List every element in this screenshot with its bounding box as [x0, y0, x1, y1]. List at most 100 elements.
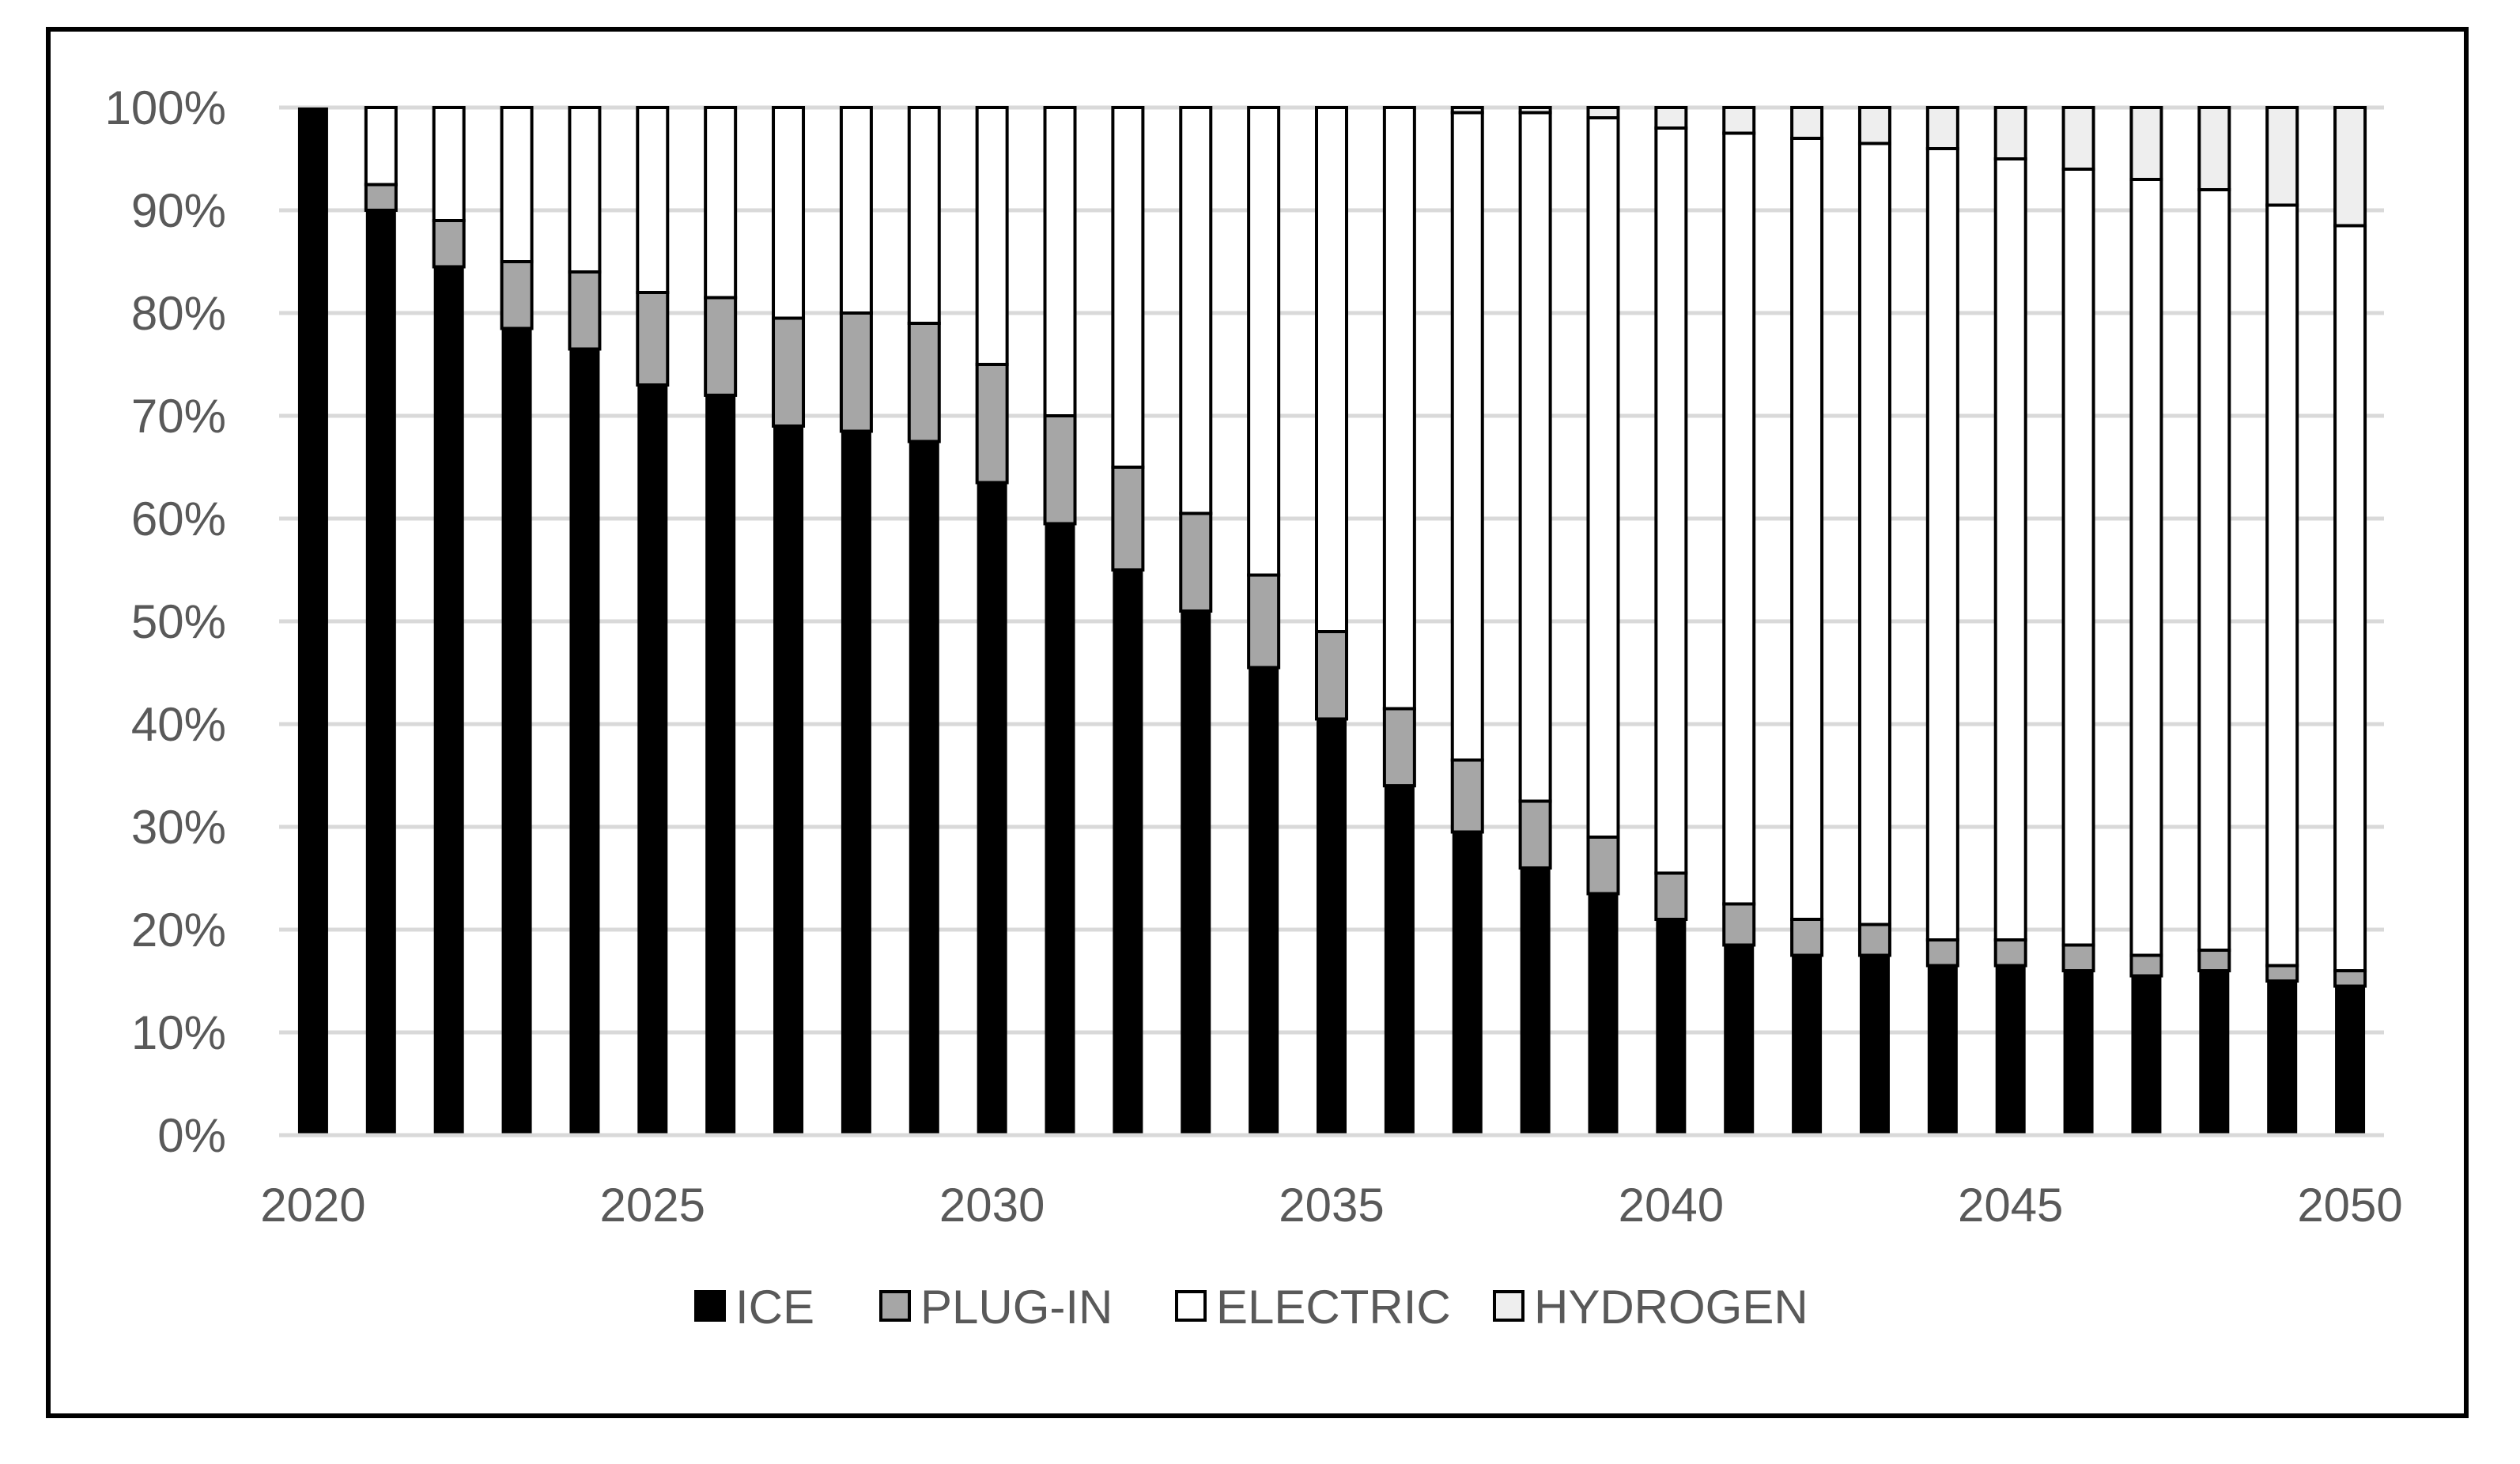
- bar-segment-ice: [1859, 955, 1890, 1135]
- bar-segment-ice: [1317, 719, 1347, 1135]
- legend-label: PLUG-IN: [920, 1281, 1113, 1334]
- bar-segment-ice: [705, 395, 736, 1135]
- bar-segment-ice: [2267, 981, 2298, 1135]
- stacked-bar: [2265, 106, 2299, 1135]
- y-tick-label: 70%: [131, 390, 226, 443]
- bar-segment-ice: [569, 349, 600, 1135]
- x-axis: 2020 2025 2030 2035 2040 2045 2050: [260, 1133, 2403, 1232]
- stacked-bar: [364, 106, 398, 1135]
- bar-segment-ice: [1995, 965, 2026, 1135]
- legend-swatch: [1175, 1290, 1207, 1322]
- bar-segment-electric: [500, 106, 534, 263]
- bar-segment-electric: [1654, 126, 1688, 875]
- bar-segment-electric: [2061, 168, 2095, 947]
- chart-svg: 0%10%20%30%40%50%60%70%80%90%100% 2020 20…: [105, 81, 2403, 1334]
- bar-segment-electric: [568, 106, 602, 274]
- bar-segment-plug-in: [364, 183, 398, 212]
- stacked-bar: [568, 106, 602, 1135]
- bar-segment-hydrogen: [1450, 106, 1484, 115]
- bar-segment-plug-in: [1790, 918, 1824, 957]
- bar-segment-plug-in: [975, 363, 1009, 485]
- bar-segment-hydrogen: [1925, 106, 1959, 150]
- bar-segment-electric: [432, 106, 466, 222]
- bar-segment-electric: [1179, 106, 1213, 515]
- bar-segment-plug-in: [2061, 943, 2095, 972]
- bar-segment-electric: [1247, 106, 1281, 577]
- y-tick-label: 20%: [131, 904, 226, 957]
- x-tick-label: 2045: [1958, 1179, 2063, 1232]
- bar-segment-ice: [1588, 893, 1619, 1135]
- stacked-bar: [1179, 106, 1213, 1135]
- bar-segment-hydrogen: [1586, 106, 1620, 119]
- bar-segment-hydrogen: [2333, 106, 2367, 228]
- bar-segment-electric: [2265, 203, 2299, 968]
- bar-segment-electric: [1722, 131, 1756, 906]
- stacked-bar: [1654, 106, 1688, 1135]
- stacked-bar: [1790, 106, 1824, 1135]
- stacked-bar: [1722, 106, 1756, 1135]
- stacked-bar: [500, 106, 534, 1135]
- bar-segment-plug-in: [432, 219, 466, 269]
- legend-swatch: [694, 1290, 726, 1322]
- x-tick-label: 2020: [260, 1179, 365, 1232]
- stacked-bar: [297, 108, 328, 1135]
- stacked-bar: [772, 106, 806, 1135]
- stacked-bar: [907, 106, 941, 1135]
- bar-series: [297, 106, 2367, 1135]
- stacked-bar: [1247, 106, 1281, 1135]
- bar-segment-plug-in: [2197, 949, 2231, 972]
- bar-segment-ice: [1249, 667, 1279, 1135]
- stacked-bar: [1450, 106, 1484, 1135]
- stacked-bar: [2197, 106, 2231, 1135]
- y-tick-label: 100%: [105, 81, 226, 134]
- x-tick-label: 2030: [939, 1179, 1045, 1232]
- bar-segment-electric: [1382, 106, 1416, 711]
- bar-segment-hydrogen: [2129, 106, 2163, 181]
- bar-segment-plug-in: [636, 291, 670, 387]
- bar-segment-electric: [636, 106, 670, 294]
- stacked-bar: [1925, 106, 1959, 1135]
- bar-segment-electric: [772, 106, 806, 320]
- bar-segment-electric: [1993, 157, 2027, 941]
- bar-segment-electric: [704, 106, 738, 300]
- stacked-bar: [1111, 106, 1145, 1135]
- y-tick-label: 50%: [131, 595, 226, 648]
- bar-segment-electric: [364, 106, 398, 187]
- bar-segment-plug-in: [500, 260, 534, 330]
- stacked-bar: [636, 106, 670, 1135]
- legend-item-ice: ICE: [694, 1281, 814, 1334]
- bar-segment-ice: [2335, 986, 2366, 1135]
- bar-segment-electric: [2197, 188, 2231, 952]
- bar-segment-hydrogen: [1993, 106, 2027, 160]
- bar-segment-ice: [2199, 971, 2230, 1135]
- bar-segment-electric: [907, 106, 941, 325]
- legend-label: ELECTRIC: [1216, 1281, 1451, 1334]
- bar-segment-hydrogen: [1722, 106, 1756, 135]
- bar-segment-ice: [1181, 611, 1211, 1135]
- bar-segment-plug-in: [1993, 938, 2027, 968]
- bar-segment-plug-in: [1654, 871, 1688, 921]
- bar-segment-plug-in: [1857, 923, 1891, 957]
- y-tick-label: 30%: [131, 801, 226, 854]
- bar-segment-ice: [1113, 570, 1143, 1135]
- legend-item-plug-in: PLUG-IN: [879, 1281, 1113, 1334]
- x-tick-label: 2050: [2297, 1179, 2402, 1232]
- bar-segment-electric: [1857, 141, 1891, 926]
- bar-segment-electric: [2333, 224, 2367, 972]
- bar-segment-electric: [1518, 111, 1552, 803]
- bar-segment-electric: [1315, 106, 1348, 633]
- stacked-bar: [1586, 106, 1620, 1135]
- legend-label: HYDROGEN: [1534, 1281, 1808, 1334]
- stacked-bar: [432, 106, 466, 1135]
- bar-segment-plug-in: [1382, 707, 1416, 787]
- x-tick-label: 2035: [1279, 1179, 1384, 1232]
- x-tick-label: 2040: [1619, 1179, 1724, 1232]
- bar-segment-plug-in: [1179, 511, 1213, 613]
- bar-segment-ice: [977, 482, 1007, 1135]
- bar-segment-plug-in: [907, 322, 941, 443]
- bar-segment-plug-in: [772, 316, 806, 428]
- stacked-bar: [839, 106, 873, 1135]
- bar-segment-plug-in: [839, 311, 873, 433]
- bar-segment-ice: [1045, 523, 1075, 1135]
- bar-segment-electric: [1043, 106, 1077, 417]
